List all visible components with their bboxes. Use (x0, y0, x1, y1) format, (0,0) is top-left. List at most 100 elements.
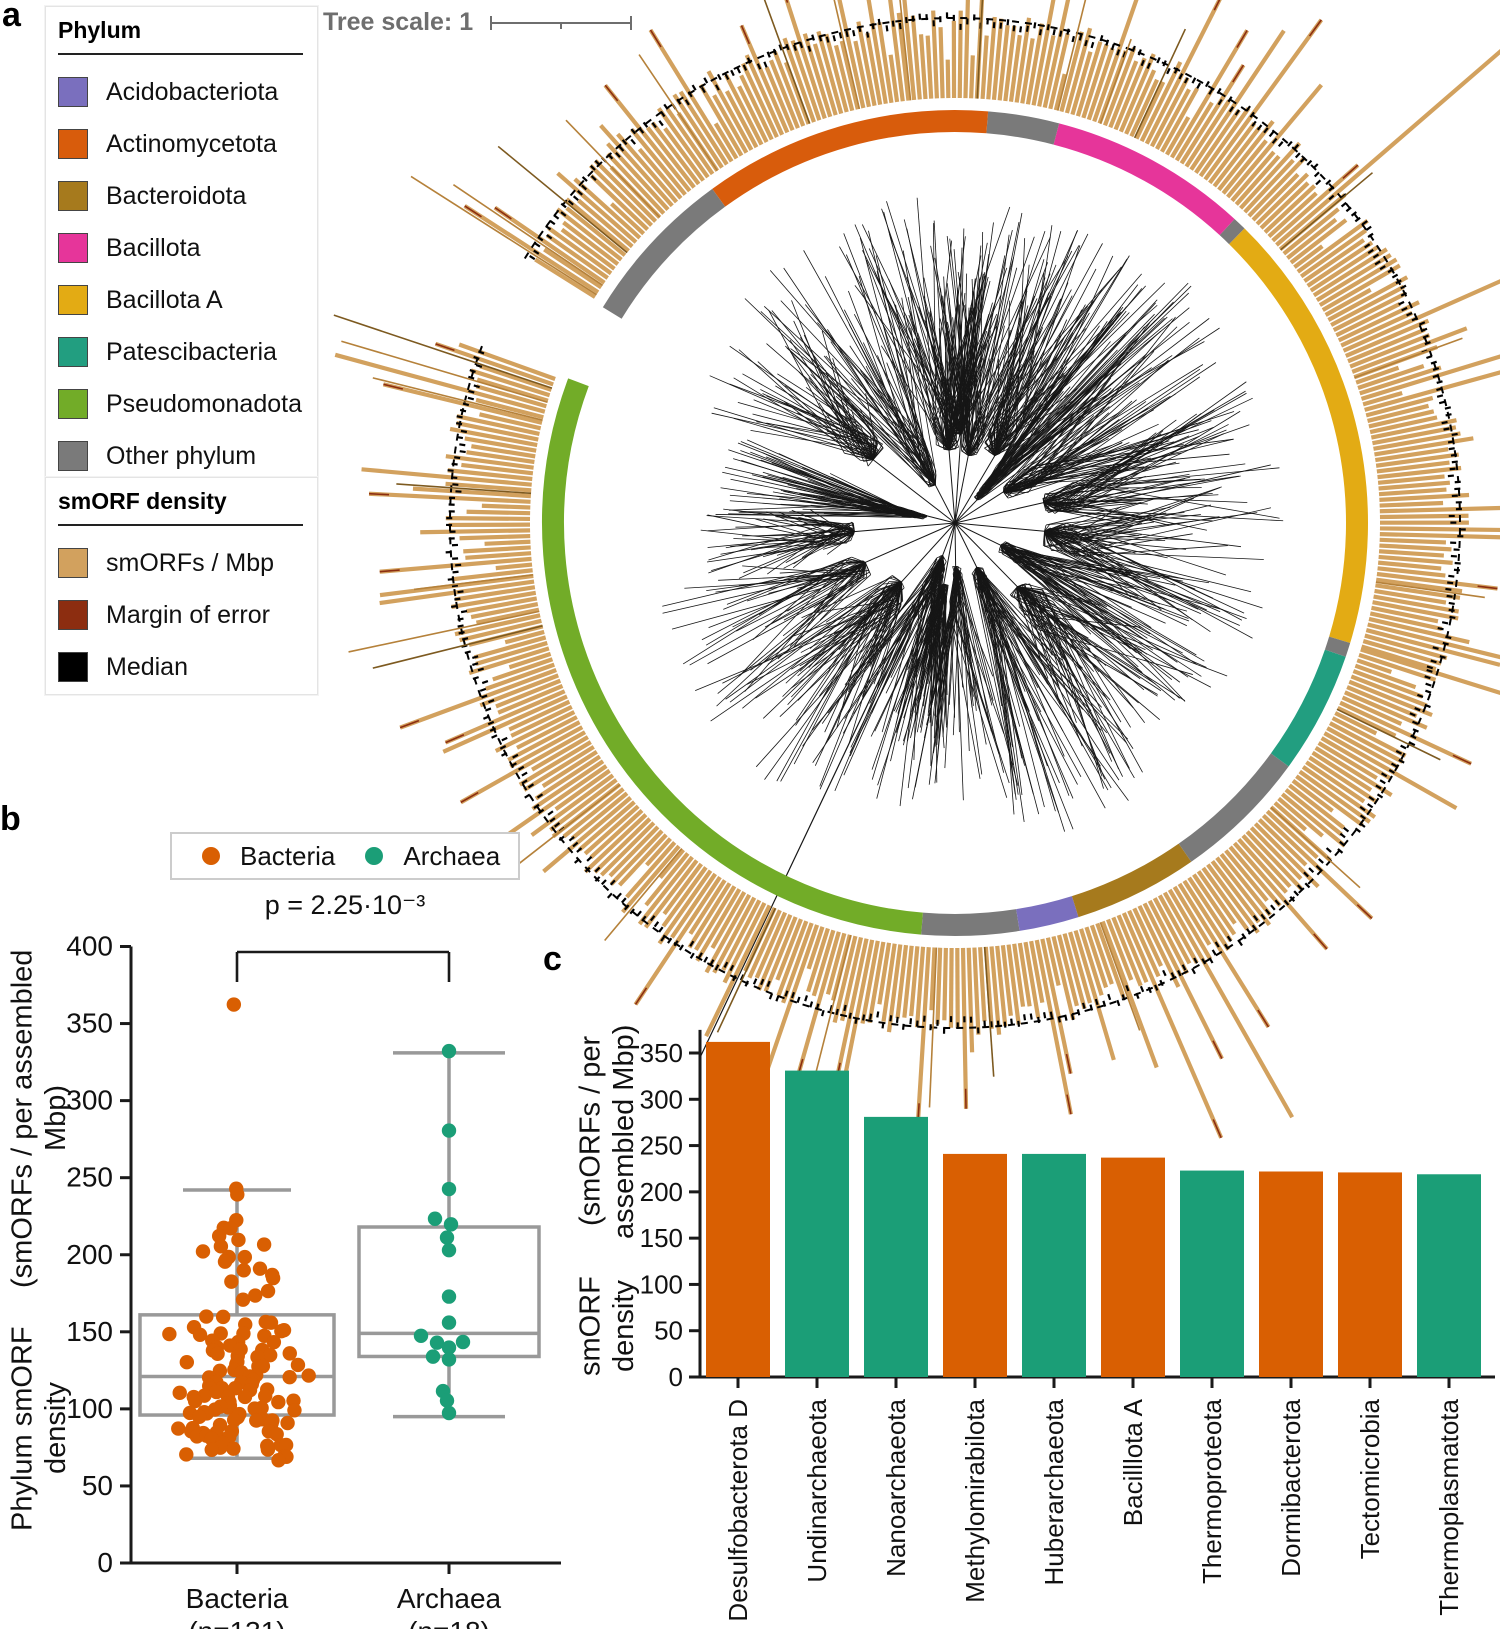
smorf-legend-title: smORF density (58, 488, 303, 526)
barchart-panel: 0 50 100 150 200 250 300 350 Desulfobacterota D U… (640, 1029, 1495, 1622)
ring-segment-bacillota-a (1229, 228, 1368, 644)
data-point (187, 1393, 203, 1409)
ring-segment-other-phylum (1219, 218, 1245, 245)
c-y-tick-label: 200 (640, 1177, 683, 1207)
phylum-legend-item: Other phylum (58, 441, 303, 471)
data-point (236, 1263, 251, 1278)
data-point (171, 1421, 186, 1436)
c-x-tick-label: Thermoplasmatota (1434, 1398, 1464, 1615)
legend-dot-bacteria (202, 847, 220, 865)
b-y-tick-label: 0 (97, 1547, 113, 1578)
data-point (443, 1217, 459, 1232)
ring-segment-actinomycetota (712, 110, 989, 207)
data-point (263, 1315, 279, 1330)
data-point (266, 1334, 282, 1350)
data-point (204, 1431, 219, 1446)
data-point (282, 1346, 297, 1361)
c-x-tick-label: Bacilllota A (1118, 1398, 1148, 1526)
data-point (179, 1354, 195, 1370)
data-point (441, 1315, 457, 1330)
data-point (271, 1394, 286, 1410)
boxplot-panel: 0 50 100 150 200 250 300 350 400 Bacteria (n=131) A… (66, 931, 561, 1629)
b-x-tick-label: Archaea (397, 1583, 502, 1614)
phylum-legend: Phylum Acidobacteriota Actinomycetota Bact… (45, 6, 318, 484)
data-point (301, 1368, 316, 1383)
bar-undinarchaeota (785, 1070, 849, 1377)
data-point (262, 1347, 278, 1363)
data-point (192, 1327, 208, 1342)
data-point (282, 1370, 297, 1385)
data-point (441, 1340, 457, 1355)
data-point (441, 1242, 457, 1258)
data-point (212, 1363, 228, 1379)
data-point (179, 1447, 194, 1462)
data-point (441, 1123, 457, 1138)
bar-huberarchaeota (1022, 1153, 1086, 1377)
data-point (276, 1323, 292, 1338)
c-y-tick-label: 250 (640, 1131, 683, 1161)
data-point (247, 1401, 262, 1416)
data-point (215, 1309, 231, 1325)
smorf-legend-swatch (58, 600, 88, 630)
c-y-tick-label: 300 (640, 1084, 683, 1114)
data-point (162, 1326, 177, 1342)
data-point (204, 1442, 219, 1457)
significance-bracket (235, 950, 451, 982)
smorf-legend-label: smORFs / Mbp (106, 548, 275, 577)
data-point (413, 1328, 429, 1343)
phylum-legend-swatch (58, 389, 88, 419)
phylum-legend-items: Acidobacteriota Actinomycetota Bacteroidot… (58, 77, 303, 471)
data-point (172, 1385, 187, 1401)
phylum-legend-label: Actinomycetota (106, 129, 277, 158)
tree-scale: Tree scale: 1 (323, 8, 637, 37)
data-point (439, 1230, 455, 1245)
panel-b-label: b (0, 800, 21, 838)
data-point (265, 1270, 281, 1286)
smorf-legend-label: Margin of error (106, 600, 270, 629)
data-point (199, 1309, 214, 1324)
smorf-legend-items: smORFs / Mbp Margin of error Median (58, 548, 303, 682)
data-point (224, 1274, 239, 1289)
panel-b-y-axis-title: Phylum smORF density (smORFs / per assem… (6, 949, 72, 1531)
data-point (213, 1239, 229, 1254)
phylum-legend-item: Pseudomonadota (58, 389, 303, 419)
c-x-tick-label: Dormibacterota (1276, 1398, 1306, 1576)
data-point (441, 1289, 457, 1304)
phylum-legend-swatch (58, 441, 88, 471)
smorf-legend-swatch (58, 548, 88, 578)
data-point (223, 1221, 238, 1236)
outlier-spikes (333, 0, 1485, 1108)
smorf-legend-item: Median (58, 652, 303, 682)
b-y-tick-label: 200 (66, 1239, 113, 1270)
data-point (427, 1211, 443, 1226)
phylum-legend-swatch (58, 129, 88, 159)
phylum-legend-label: Bacillota A (106, 285, 223, 314)
c-y-tick-label: 350 (640, 1038, 683, 1068)
ring-segment-other-phylum (1324, 636, 1351, 657)
smorf-legend-swatch (58, 652, 88, 682)
c-y-tick-label: 100 (640, 1269, 683, 1299)
bar-methylomirabilota (943, 1153, 1007, 1377)
phylum-legend-item: Actinomycetota (58, 129, 303, 159)
data-point (230, 1187, 245, 1202)
smorf-legend-item: Margin of error (58, 600, 303, 630)
phylum-legend-swatch (58, 337, 88, 367)
data-point (237, 1389, 253, 1405)
ring-segment-patescibacteria (1270, 649, 1346, 767)
data-point (260, 1442, 276, 1457)
data-point (257, 1388, 273, 1404)
data-point (210, 1346, 225, 1361)
phylum-legend-title: Phylum (58, 17, 303, 55)
phylum-legend-label: Bacillota (106, 233, 201, 262)
c-x-tick-label: Desulfobacterota D (723, 1399, 753, 1622)
data-point (269, 1426, 284, 1442)
phylum-legend-item: Bacillota (58, 233, 303, 263)
c-x-tick-label: Methylomirabilota (960, 1398, 990, 1602)
data-point (441, 1181, 457, 1197)
data-point (271, 1453, 286, 1468)
data-point (280, 1415, 295, 1431)
b-x-tick-sublabel: (n=131) (188, 1616, 285, 1629)
data-point (439, 1393, 455, 1408)
phylum-legend-label: Patescibacteria (106, 337, 277, 366)
median-ticks (445, 12, 1466, 1034)
